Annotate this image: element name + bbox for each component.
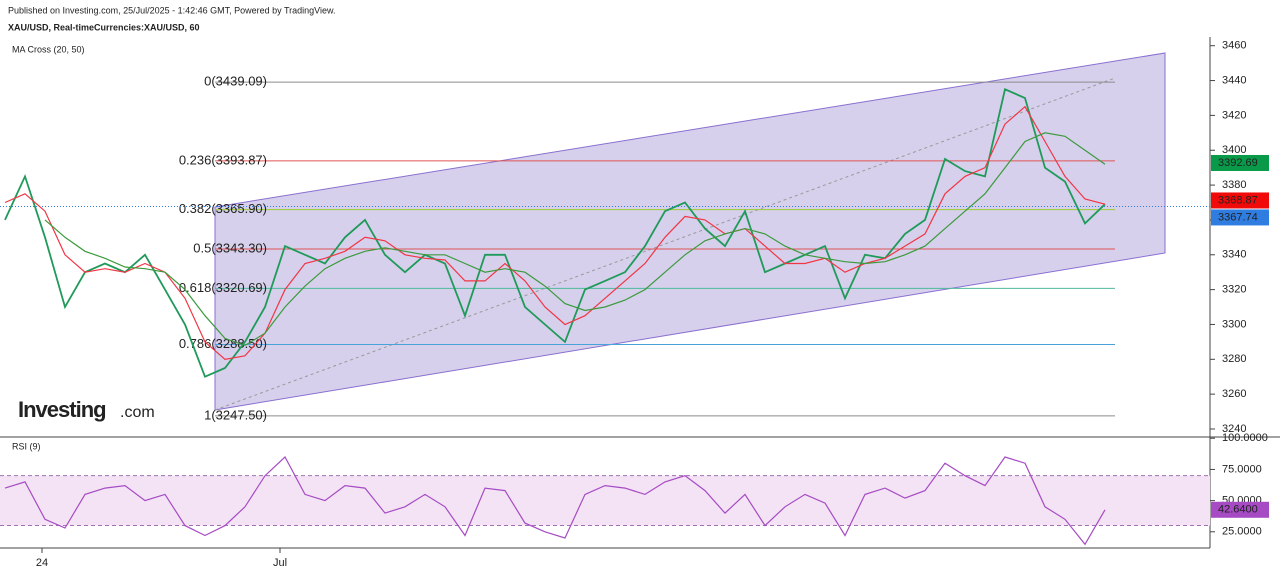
fib-label: 0.786(3288.50)	[179, 336, 267, 351]
series-line	[4, 456, 1106, 546]
fib-label: 0.382(3365.90)	[179, 201, 267, 216]
series-line	[4, 105, 1106, 360]
series-line	[44, 132, 1106, 347]
rsi-band	[0, 475, 1210, 526]
indicator-label: MA Cross (20, 50)	[12, 44, 85, 54]
fib-label: 0.5(3343.30)	[193, 240, 267, 255]
logo: Investing	[18, 397, 106, 422]
series-line	[4, 88, 1106, 378]
title: XAU/USD, Real-timeCurrencies:XAU/USD, 60	[8, 22, 200, 32]
fib-label: 0.236(3393.87)	[179, 152, 267, 167]
fib-label: 1(3247.50)	[204, 407, 267, 422]
logo-suffix: .com	[120, 404, 155, 421]
channel	[214, 52, 1166, 411]
y-tick-label: 25.0000	[1222, 526, 1262, 538]
subtitle: Published on Investing.com, 25/Jul/2025 …	[8, 5, 336, 15]
price-label: 3367.74	[1218, 211, 1258, 223]
trend-line	[214, 77, 1116, 411]
price-label: 3368.87	[1218, 194, 1258, 206]
x-tick-label: Jul	[273, 557, 287, 569]
value-label: 42.6400	[1218, 504, 1258, 516]
rsi-label: RSI (9)	[12, 441, 41, 451]
y-tick-label: 3400	[1222, 144, 1246, 156]
y-tick-label: 3300	[1222, 318, 1246, 330]
price-label: 3392.69	[1218, 157, 1258, 169]
y-tick-label: 100.0000	[1222, 432, 1268, 444]
y-tick-label: 3320	[1222, 284, 1246, 296]
price-badge	[1211, 209, 1269, 226]
y-tick-label: 3260	[1222, 388, 1246, 400]
y-tick-label: 3440	[1222, 74, 1246, 86]
y-tick-label: 3340	[1222, 249, 1246, 261]
fib-label: 0(3439.09)	[204, 74, 267, 89]
y-tick-label: 3460	[1222, 40, 1246, 52]
x-tick-label: 24	[36, 557, 48, 569]
y-tick-label: 3420	[1222, 109, 1246, 121]
price-badge	[1211, 154, 1269, 171]
value-badge	[1211, 501, 1269, 518]
y-tick-label: 75.0000	[1222, 463, 1262, 475]
y-tick-label: 3240	[1222, 423, 1246, 435]
y-tick-label: 3380	[1222, 179, 1246, 191]
y-tick-label: 3280	[1222, 353, 1246, 365]
fib-label: 0.618(3320.69)	[179, 280, 267, 295]
price-badge	[1211, 192, 1269, 209]
